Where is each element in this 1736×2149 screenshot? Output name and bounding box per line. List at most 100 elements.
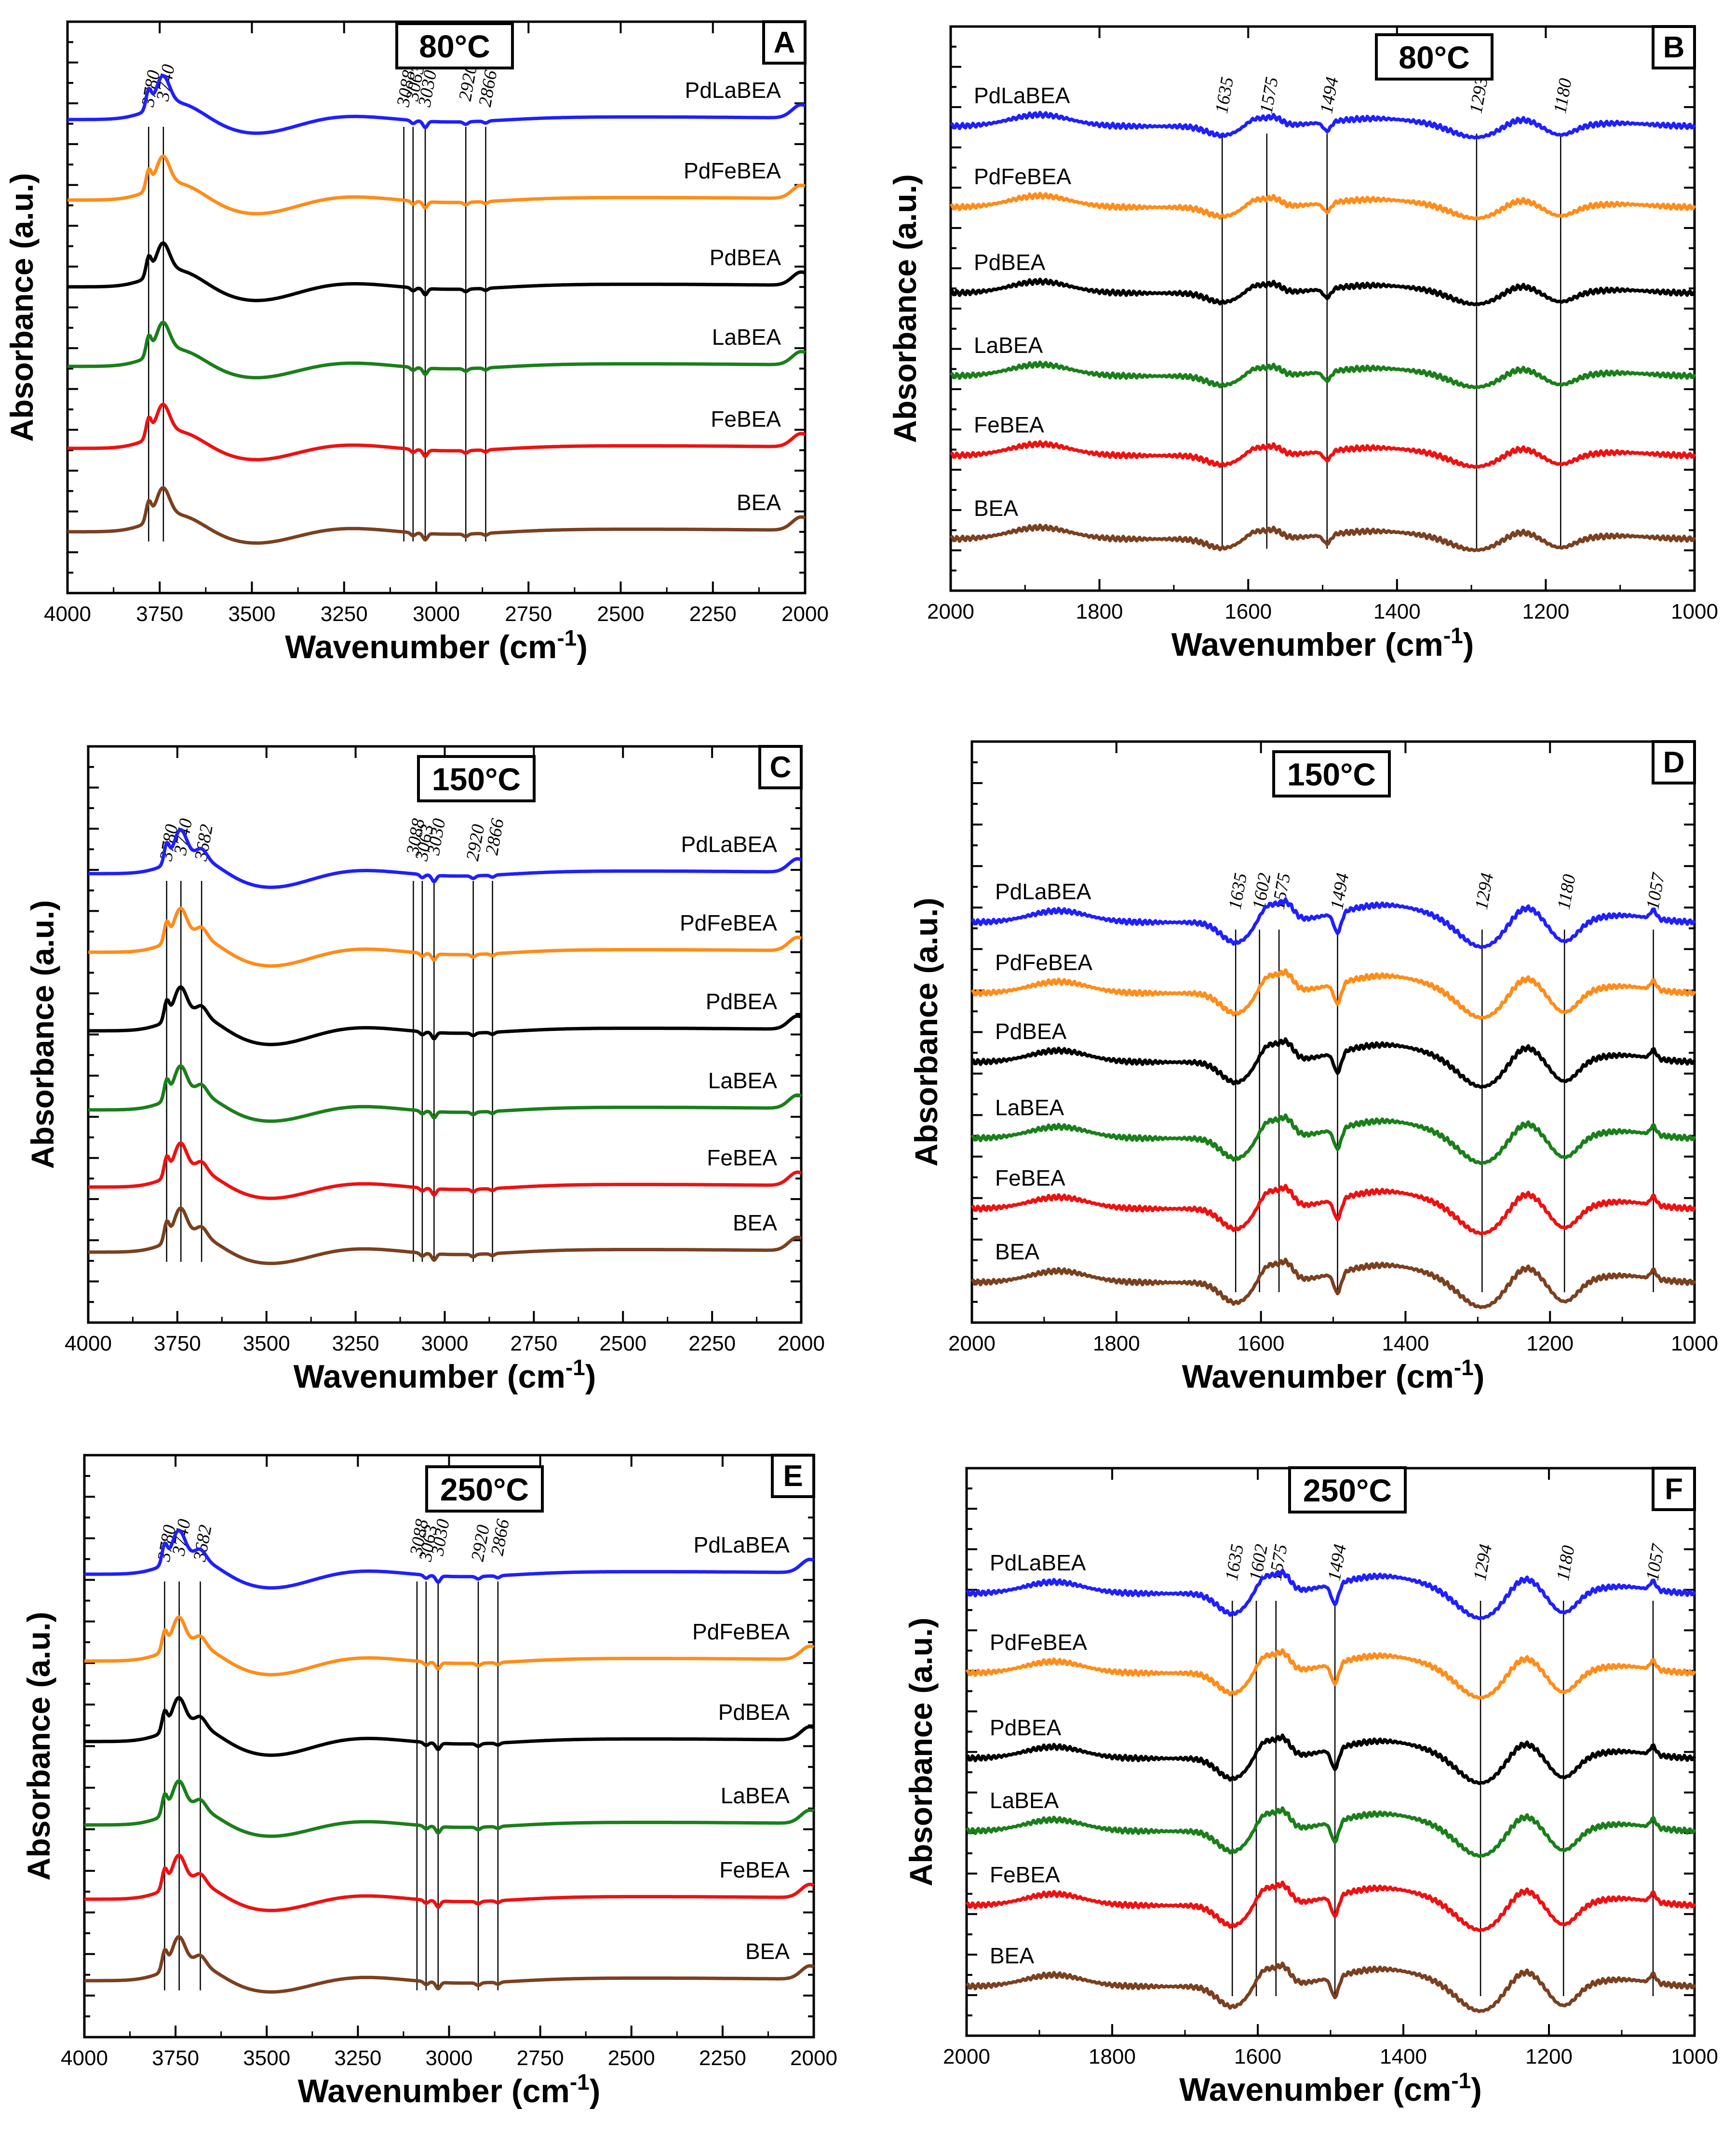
- x-tick-label: 1000: [1671, 2045, 1718, 2068]
- series-label-PdFeBEA: PdFeBEA: [680, 910, 777, 935]
- temperature-label: 80°C: [1399, 40, 1469, 75]
- x-tick-label: 2000: [927, 600, 974, 623]
- series-label-BEA: BEA: [745, 1939, 790, 1964]
- series-line-LaBEA: [67, 321, 806, 379]
- series-label-PdFeBEA: PdFeBEA: [974, 164, 1071, 189]
- x-tick-label: 3250: [334, 2046, 381, 2070]
- temperature-box: [1288, 1466, 1407, 1514]
- x-tick-label: 1600: [1234, 2045, 1281, 2068]
- x-tick-label: 1000: [1671, 1332, 1718, 1355]
- x-tick-label: 1600: [1225, 600, 1272, 623]
- series-line-PdFeBEA: [970, 968, 1696, 1020]
- peak-label-1293: 1293: [1466, 75, 1492, 115]
- x-tick-label: 2750: [517, 2046, 564, 2070]
- series-line-FeBEA: [84, 1853, 815, 1912]
- peak-label-1635: 1635: [1222, 1542, 1248, 1582]
- series-label-PdLaBEA: PdLaBEA: [974, 83, 1070, 108]
- x-tick-label: 2500: [597, 602, 645, 626]
- x-tick-label: 1800: [1089, 2045, 1136, 2068]
- x-tick-label: 3000: [421, 1332, 469, 1355]
- series-line-PdLaBEA: [67, 74, 806, 135]
- x-tick-label: 3500: [243, 1332, 290, 1355]
- temperature-label: 150°C: [1287, 757, 1376, 792]
- series-label-LaBEA: LaBEA: [708, 1068, 778, 1093]
- series-line-PdBEA: [88, 985, 802, 1046]
- temperature-box: [395, 22, 514, 69]
- series-line-FeBEA: [965, 1880, 1696, 1933]
- series-line-PdBEA: [84, 1696, 815, 1757]
- series-label-FeBEA: FeBEA: [707, 1145, 777, 1170]
- x-tick-label: 1400: [1380, 2045, 1427, 2068]
- peak-label-1180: 1180: [1553, 1544, 1579, 1582]
- series-line-PdBEA: [949, 277, 1696, 307]
- panel-letter: B: [1663, 31, 1685, 64]
- x-tick-label: 2000: [943, 2045, 990, 2068]
- panel-letter-box: [771, 1454, 815, 1498]
- plot-frame: [970, 740, 1696, 1324]
- series-line-PdFeBEA: [67, 154, 806, 216]
- series-line-FeBEA: [949, 440, 1696, 469]
- temperature-label: 150°C: [432, 761, 521, 797]
- temperature-box: [1375, 33, 1494, 81]
- peak-label-1494: 1494: [1316, 75, 1343, 115]
- x-tick-label: 4000: [44, 602, 91, 626]
- series-label-LaBEA: LaBEA: [721, 1783, 790, 1808]
- series-label-PdLaBEA: PdLaBEA: [990, 1550, 1086, 1575]
- series-label-BEA: BEA: [974, 496, 1018, 521]
- panel-E: 4000 3750 3500 3250 3000 2750 2500 2250 2000 Wave…: [21, 1454, 837, 2109]
- x-tick-label: 1200: [1522, 600, 1569, 623]
- series-line-FeBEA: [970, 1184, 1696, 1236]
- series-line-BEA: [949, 523, 1696, 553]
- panel-letter: E: [783, 1460, 803, 1493]
- temperature-label: 250°C: [1303, 1473, 1392, 1508]
- peak-label-1494: 1494: [1327, 871, 1353, 911]
- x-tick-label: 2750: [505, 602, 552, 626]
- peak-label-2866: 2866: [487, 1517, 513, 1557]
- x-tick-label: 2000: [790, 2046, 837, 2070]
- x-tick-label: 2000: [781, 602, 829, 626]
- series-line-BEA: [970, 1257, 1696, 1310]
- temperature-box: [1272, 750, 1391, 797]
- x-tick-label: 3000: [426, 2046, 473, 2070]
- x-tick-label: 2250: [688, 1332, 736, 1355]
- series-label-LaBEA: LaBEA: [995, 1095, 1064, 1120]
- x-axis-label: Wavenumber (cm-1): [1179, 2068, 1482, 2108]
- x-tick-label: 1000: [1671, 600, 1718, 623]
- peak-label-3682: 3682: [189, 1523, 216, 1563]
- panel-F: 2000 1800 1600 1400 1200 1000 Wavenumber (cm-1…: [903, 1466, 1718, 2108]
- x-axis-label: Wavenumber (cm-1): [294, 1355, 596, 1395]
- x-tick-label: 1400: [1373, 600, 1421, 623]
- y-axis-label: Absorbance (a.u.): [887, 174, 923, 443]
- peak-label-1635: 1635: [1211, 75, 1238, 115]
- y-axis-label: Absorbance (a.u.): [25, 900, 60, 1169]
- peak-label-1635: 1635: [1225, 871, 1252, 911]
- temperature-box: [425, 1465, 544, 1513]
- temperature-label: 250°C: [440, 1472, 529, 1507]
- peak-label-1294: 1294: [1471, 871, 1498, 911]
- temperature-box: [417, 755, 536, 802]
- series-line-PdLaBEA: [970, 897, 1696, 949]
- panel-letter-box: [1652, 25, 1696, 69]
- peak-label-1575: 1575: [1256, 75, 1282, 115]
- series-label-PdFeBEA: PdFeBEA: [684, 158, 781, 183]
- x-tick-label: 2750: [510, 1332, 557, 1355]
- series-label-PdBEA: PdBEA: [990, 1715, 1062, 1740]
- series-line-PdLaBEA: [88, 828, 802, 889]
- series-label-PdLaBEA: PdLaBEA: [995, 879, 1091, 904]
- series-line-PdLaBEA: [965, 1568, 1696, 1621]
- x-tick-label: 3250: [332, 1332, 379, 1355]
- peak-label-1057: 1057: [1642, 1541, 1669, 1582]
- series-label-LaBEA: LaBEA: [712, 324, 781, 350]
- peak-label-1294: 1294: [1470, 1542, 1496, 1582]
- panel-C: 4000 3750 3500 3250 3000 2750 2500 2250 2000 Wave…: [25, 745, 825, 1395]
- series-label-FeBEA: FeBEA: [974, 412, 1044, 437]
- x-axis-label: Wavenumber (cm-1): [285, 625, 588, 665]
- panel-letter-box: [758, 745, 803, 789]
- series-label-PdBEA: PdBEA: [974, 250, 1046, 275]
- x-tick-label: 2250: [699, 2046, 746, 2070]
- x-axis-label: Wavenumber (cm-1): [1171, 623, 1474, 663]
- x-tick-label: 3250: [321, 602, 368, 626]
- y-axis-label: Absorbance (a.u.): [903, 1618, 939, 1886]
- series-line-PdFeBEA: [84, 1615, 815, 1676]
